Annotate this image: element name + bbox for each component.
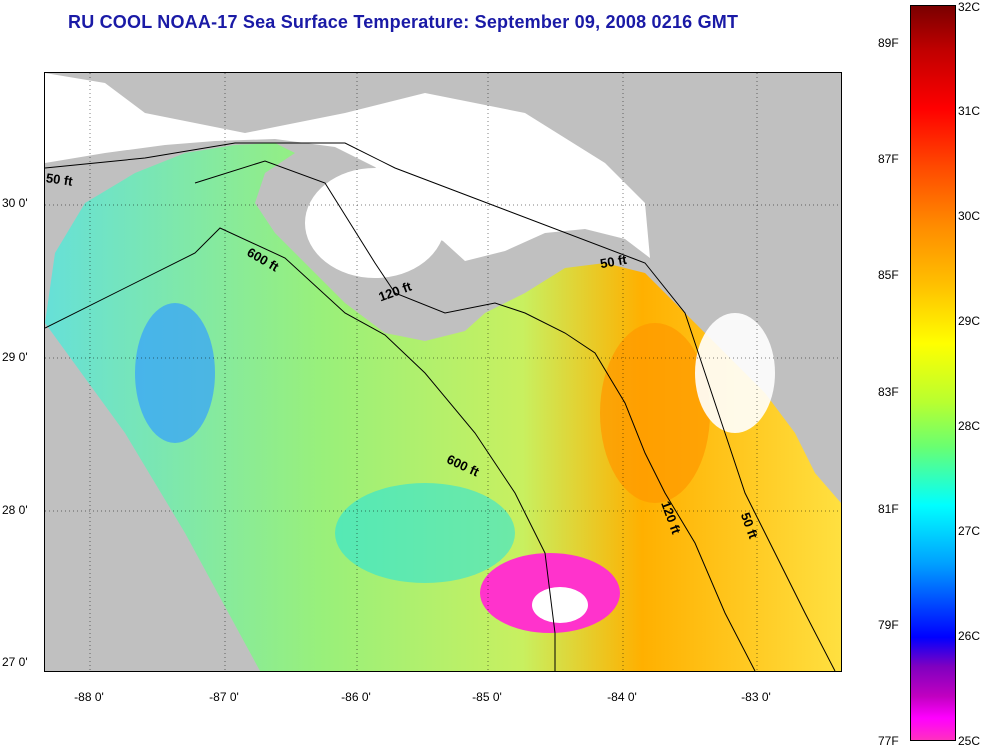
lon-label: -86 0' bbox=[341, 690, 371, 704]
contour-600ft bbox=[45, 227, 556, 671]
cloud-bay bbox=[305, 168, 445, 278]
colorbar-f-tick: 89F bbox=[878, 36, 899, 50]
lon-label: -85 0' bbox=[472, 690, 502, 704]
lat-label: 27 0' bbox=[2, 655, 28, 669]
lat-label: 30 0' bbox=[2, 196, 28, 210]
sst-map-canvas bbox=[45, 73, 841, 671]
colorbar-c-tick: 31C bbox=[958, 104, 981, 118]
lat-label: 29 0' bbox=[2, 350, 28, 364]
cloud-patch-east bbox=[695, 313, 775, 433]
colorbar-c-tick: 29C bbox=[958, 314, 981, 328]
lon-label: -88 0' bbox=[74, 690, 104, 704]
lon-label: -83 0' bbox=[741, 690, 771, 704]
colorbar-f-tick: 81F bbox=[878, 502, 899, 516]
lat-label: 28 0' bbox=[2, 503, 28, 517]
colorbar-f-tick: 87F bbox=[878, 152, 899, 166]
colorbar-c-tick: 28C bbox=[958, 419, 981, 433]
colorbar-c-tick: 26C bbox=[958, 629, 981, 643]
land-white-west bbox=[45, 73, 841, 463]
land-white-panhandle bbox=[45, 73, 650, 261]
contour-50ft bbox=[45, 142, 836, 671]
cloud-patch-south bbox=[532, 587, 588, 623]
sea-swath bbox=[45, 143, 841, 671]
colorbar-c-tick: 25C bbox=[958, 734, 981, 748]
sst-map bbox=[44, 72, 842, 672]
temperature-colorbar bbox=[910, 5, 956, 741]
colorbar-f-tick: 83F bbox=[878, 385, 899, 399]
lon-label: -84 0' bbox=[607, 690, 637, 704]
warm-patch-east bbox=[600, 323, 710, 503]
graticule bbox=[45, 73, 841, 671]
map-title: RU COOL NOAA-17 Sea Surface Temperature:… bbox=[68, 12, 739, 32]
cool-patch-center bbox=[335, 483, 515, 583]
colorbar-f-tick: 79F bbox=[878, 618, 899, 632]
cool-patch-west bbox=[135, 303, 215, 443]
lon-label: -87 0' bbox=[209, 690, 239, 704]
colorbar-c-tick: 27C bbox=[958, 524, 981, 538]
colorbar-f-tick: 85F bbox=[878, 268, 899, 282]
colorbar-f-tick: 77F bbox=[878, 734, 899, 748]
contour-120ft bbox=[194, 160, 756, 671]
colorbar-c-tick: 30C bbox=[958, 209, 981, 223]
colorbar-c-tick: 32C bbox=[958, 0, 981, 14]
